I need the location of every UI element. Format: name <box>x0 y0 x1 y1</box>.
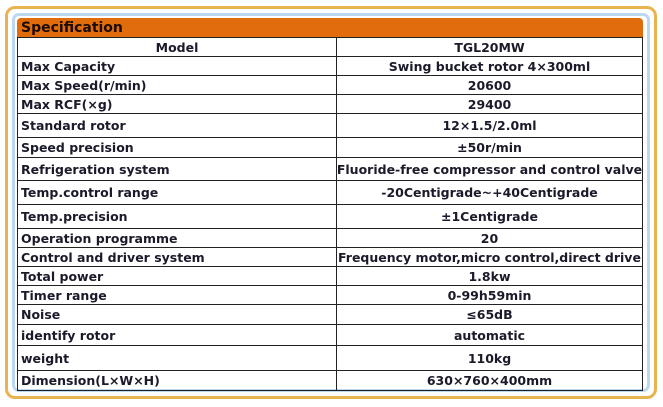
spec-value-text: 1.8kw <box>468 268 511 284</box>
spec-value: 20 <box>336 228 643 248</box>
table-header-row: Model TGL20MW <box>17 37 643 57</box>
spec-label: Timer range <box>17 285 337 305</box>
header-value-text: TGL20MW <box>454 39 525 55</box>
spec-value-text: 630×760×400mm <box>426 373 553 388</box>
spec-label: weight <box>17 345 337 371</box>
table-row: Max Speed(r/min) 20600 <box>17 75 643 95</box>
spec-value-text: 0-99h59min <box>447 287 532 303</box>
spec-value-text: 20 <box>480 230 499 246</box>
spec-value-text: automatic <box>453 327 526 343</box>
spec-value: Swing bucket rotor 4×300ml <box>336 56 643 76</box>
spec-label: identify rotor <box>17 324 337 346</box>
table-row: Total power 1.8kw <box>17 266 643 286</box>
spec-value: Frequency motor,micro control,direct dri… <box>336 247 643 267</box>
spec-label: Speed precision <box>17 137 337 158</box>
spec-label: Operation programme <box>17 228 337 248</box>
spec-label: Temp.precision <box>17 204 337 229</box>
spec-label: Max RCF(×g) <box>17 94 337 114</box>
spec-value: 630×760×400mm <box>336 370 643 391</box>
spec-value-text: Swing bucket rotor 4×300ml <box>388 58 591 74</box>
spec-label: Temp.control range <box>17 180 337 205</box>
table-row: Noise ≤65dB <box>17 304 643 325</box>
table-row: Control and driver system Frequency motor… <box>17 247 643 267</box>
spec-value-text: 110kg <box>467 350 512 366</box>
table-row: Dimension(L×W×H) 630×760×400mm <box>17 370 643 391</box>
spec-value-text: -20Centigrade~+40Centigrade <box>381 185 598 200</box>
table-row: Speed precision ±50r/min <box>17 137 643 158</box>
spec-label: Control and driver system <box>17 247 337 267</box>
table-row: Operation programme 20 <box>17 228 643 248</box>
spec-value-text: 12×1.5/2.0ml <box>442 118 537 133</box>
spec-value: 20600 <box>336 75 643 95</box>
spec-value: 110kg <box>336 345 643 371</box>
table-row: Refrigeration system Fluoride-free compre… <box>17 157 643 181</box>
spec-table: Model TGL20MW Max Capacity Swing bucket r… <box>17 37 643 391</box>
spec-label: Max Speed(r/min) <box>17 75 337 95</box>
table-row: Temp.control range -20Centigrade~+40Centi… <box>17 180 643 205</box>
spec-label: Refrigeration system <box>17 157 337 181</box>
spec-label: Max Capacity <box>17 56 337 76</box>
spec-value: ≤65dB <box>336 304 643 325</box>
header-value: TGL20MW <box>336 37 643 57</box>
spec-value: 0-99h59min <box>336 285 643 305</box>
spec-value: ±1Centigrade <box>336 204 643 229</box>
spec-value-text: Frequency motor,micro control,direct dri… <box>338 249 641 265</box>
spec-value: 29400 <box>336 94 643 114</box>
spec-label: Noise <box>17 304 337 325</box>
spec-value-text: 20600 <box>467 77 512 93</box>
table-row: Temp.precision ±1Centigrade <box>17 204 643 229</box>
table-row: Standard rotor 12×1.5/2.0ml <box>17 113 643 138</box>
spec-value: ±50r/min <box>336 137 643 158</box>
spec-value-text: 29400 <box>467 96 512 112</box>
table-row: Timer range 0-99h59min <box>17 285 643 305</box>
spec-label: Total power <box>17 266 337 286</box>
table-row: Max RCF(×g) 29400 <box>17 94 643 114</box>
spec-value-text: Fluoride-free compressor and control val… <box>337 161 642 177</box>
section-title: Specification <box>17 18 643 37</box>
header-label: Model <box>17 37 337 57</box>
spec-value: automatic <box>336 324 643 346</box>
spec-value-text: ≤65dB <box>466 307 513 322</box>
spec-value: -20Centigrade~+40Centigrade <box>336 180 643 205</box>
spec-value: Fluoride-free compressor and control val… <box>336 157 643 181</box>
table-row: weight 110kg <box>17 345 643 371</box>
spec-value-text: ±50r/min <box>457 140 522 155</box>
table-row: identify rotor automatic <box>17 324 643 346</box>
spec-value: 1.8kw <box>336 266 643 286</box>
spec-label: Standard rotor <box>17 113 337 138</box>
table-row: Max Capacity Swing bucket rotor 4×300ml <box>17 56 643 76</box>
spec-value-text: ±1Centigrade <box>441 209 538 224</box>
spec-label: Dimension(L×W×H) <box>17 370 337 391</box>
spec-value: 12×1.5/2.0ml <box>336 113 643 138</box>
